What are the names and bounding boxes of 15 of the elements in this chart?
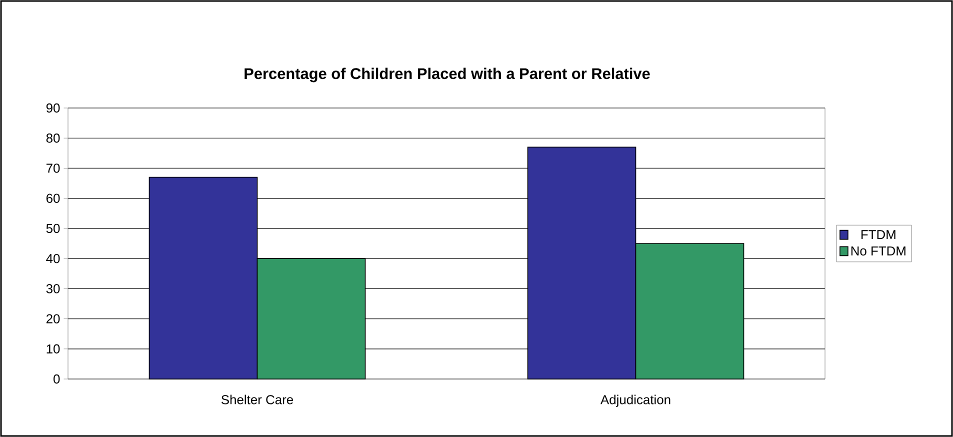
y-tick-label: 40 bbox=[46, 254, 60, 264]
y-tick-label: 50 bbox=[46, 224, 60, 234]
y-tick-label: 60 bbox=[46, 194, 60, 203]
y-tick-label: 80 bbox=[46, 134, 60, 143]
chart-title: Percentage of Children Placed with a Parent or Relative bbox=[244, 68, 650, 82]
y-tick-label: 10 bbox=[46, 344, 60, 354]
x-tick-label: Shelter Care bbox=[221, 394, 294, 404]
y-tick-label: 90 bbox=[46, 103, 60, 113]
y-tick-label: 0 bbox=[54, 374, 60, 384]
legend-label: FTDM bbox=[861, 230, 896, 240]
x-tick-label: Adjudication bbox=[600, 394, 670, 407]
y-tick-label: 70 bbox=[46, 164, 60, 173]
y-tick-label: 20 bbox=[46, 314, 60, 324]
legend-label: No FTDM bbox=[851, 246, 906, 256]
y-tick-label: 30 bbox=[46, 284, 60, 294]
